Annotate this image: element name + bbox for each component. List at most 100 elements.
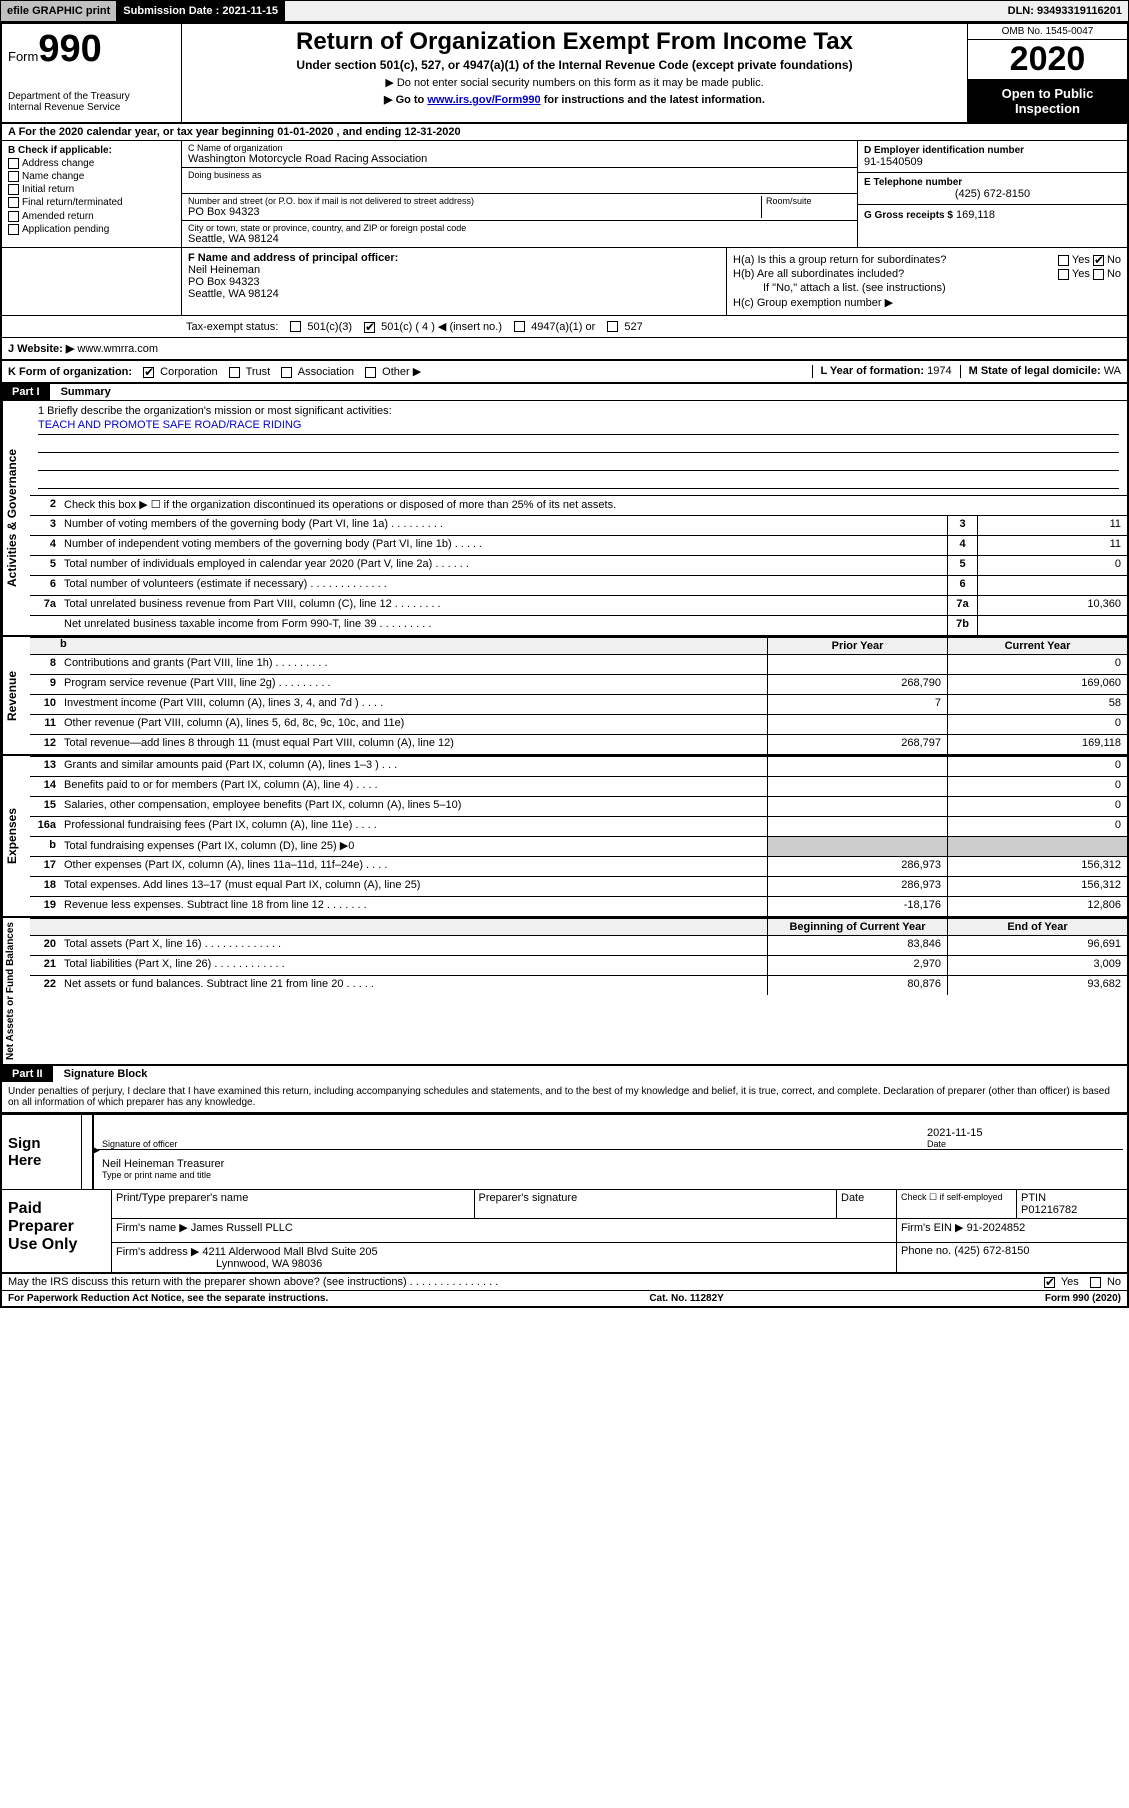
- activities-governance-block: Activities & Governance 1 Briefly descri…: [2, 401, 1127, 635]
- cb-initial-return[interactable]: Initial return: [8, 184, 175, 195]
- financial-line: 19Revenue less expenses. Subtract line 1…: [30, 896, 1127, 916]
- principal-officer: F Name and address of principal officer:…: [182, 248, 727, 315]
- begin-end-header: Beginning of Current Year End of Year: [30, 918, 1127, 935]
- gross-receipts-cell: G Gross receipts $ 169,118: [858, 205, 1127, 237]
- sig-officer-cell: Signature of officer: [98, 1127, 923, 1149]
- financial-line: 9Program service revenue (Part VIII, lin…: [30, 674, 1127, 694]
- header-right-block: OMB No. 1545-0047 2020 Open to Public In…: [967, 24, 1127, 122]
- form-number: 990: [38, 28, 101, 70]
- mission-text: TEACH AND PROMOTE SAFE ROAD/RACE RIDING: [38, 419, 1119, 435]
- form-subtitle: Under section 501(c), 527, or 4947(a)(1)…: [190, 58, 959, 72]
- side-label-expenses: Expenses: [2, 756, 30, 916]
- form-header: Form990 Department of the Treasury Inter…: [2, 24, 1127, 124]
- org-city: Seattle, WA 98124: [188, 233, 851, 245]
- financial-line: 13Grants and similar amounts paid (Part …: [30, 756, 1127, 776]
- officer-name: Neil Heineman: [188, 264, 260, 276]
- financial-line: 20Total assets (Part X, line 16) . . . .…: [30, 935, 1127, 955]
- prior-current-header: b Prior Year Current Year: [30, 637, 1127, 654]
- sign-here-label: Sign Here: [2, 1115, 82, 1189]
- form-id-block: Form990 Department of the Treasury Inter…: [2, 24, 182, 122]
- side-label-governance: Activities & Governance: [2, 401, 30, 635]
- row-a-tax-year: A For the 2020 calendar year, or tax yea…: [2, 124, 1127, 141]
- phone-cell: E Telephone number (425) 672-8150: [858, 173, 1127, 205]
- website-row: J Website: ▶ www.wmrra.com: [2, 338, 1127, 361]
- part1-badge: Part I: [2, 384, 50, 400]
- financial-line: 14Benefits paid to or for members (Part …: [30, 776, 1127, 796]
- officer-name-title-cell: Neil Heineman Treasurer Type or print na…: [98, 1158, 1123, 1180]
- ein-cell: D Employer identification number 91-1540…: [858, 141, 1127, 173]
- mission-area: 1 Briefly describe the organization's mi…: [30, 401, 1127, 495]
- dba-cell: Doing business as: [182, 168, 857, 194]
- cb-501c[interactable]: 501(c) ( 4 ) ◀ (insert no.): [364, 320, 502, 333]
- side-label-revenue: Revenue: [2, 637, 30, 754]
- part1-header-row: Part I Summary: [2, 384, 1127, 401]
- submission-date-label: Submission Date :: [123, 5, 219, 17]
- dept-label: Department of the Treasury Internal Reve…: [8, 91, 175, 113]
- col-b-checkboxes: B Check if applicable: Address change Na…: [2, 141, 182, 247]
- cat-number: Cat. No. 11282Y: [649, 1293, 723, 1304]
- financial-line: 16aProfessional fundraising fees (Part I…: [30, 816, 1127, 836]
- part1-title: Summary: [53, 384, 119, 400]
- paperwork-notice: For Paperwork Reduction Act Notice, see …: [8, 1293, 328, 1304]
- state-domicile: WA: [1104, 365, 1121, 377]
- expenses-block: Expenses 13Grants and similar amounts pa…: [2, 754, 1127, 916]
- sign-here-block: Sign Here Signature of officer 2021-11-1…: [2, 1113, 1127, 1190]
- summary-line: 3Number of voting members of the governi…: [30, 515, 1127, 535]
- cb-discuss-yes[interactable]: [1044, 1277, 1055, 1288]
- financial-line: 12Total revenue—add lines 8 through 11 (…: [30, 734, 1127, 754]
- form-title-block: Return of Organization Exempt From Incom…: [182, 24, 967, 122]
- sig-date-cell: 2021-11-15 Date: [923, 1127, 1123, 1149]
- org-address: PO Box 94323: [188, 206, 761, 218]
- financial-line: 8Contributions and grants (Part VIII, li…: [30, 654, 1127, 674]
- part2-badge: Part II: [2, 1066, 53, 1082]
- irs-link[interactable]: www.irs.gov/Form990: [427, 94, 540, 106]
- firm-name: James Russell PLLC: [191, 1222, 293, 1234]
- side-label-net-assets: Net Assets or Fund Balances: [2, 918, 30, 1064]
- addr-cell: Number and street (or P.O. box if mail i…: [182, 194, 857, 221]
- summary-line: 5Total number of individuals employed in…: [30, 555, 1127, 575]
- phone-value: (425) 672-8150: [864, 188, 1121, 200]
- section-h: H(a) Is this a group return for subordin…: [727, 248, 1127, 315]
- year-formation: 1974: [927, 365, 951, 377]
- website-value: www.wmrra.com: [77, 343, 158, 355]
- form-footer: For Paperwork Reduction Act Notice, see …: [2, 1291, 1127, 1306]
- cb-application-pending[interactable]: Application pending: [8, 224, 175, 235]
- form-note1: ▶ Do not enter social security numbers o…: [190, 76, 959, 89]
- top-toolbar: efile GRAPHIC print Submission Date : 20…: [0, 0, 1129, 22]
- col-c-org-info: C Name of organization Washington Motorc…: [182, 141, 857, 247]
- cb-amended-return[interactable]: Amended return: [8, 211, 175, 222]
- paid-preparer-block: Paid Preparer Use Only Print/Type prepar…: [2, 1190, 1127, 1274]
- cb-discuss-no[interactable]: [1090, 1277, 1101, 1288]
- net-assets-block: Net Assets or Fund Balances Beginning of…: [2, 916, 1127, 1066]
- financial-line: 11Other revenue (Part VIII, column (A), …: [30, 714, 1127, 734]
- cb-address-change[interactable]: Address change: [8, 158, 175, 169]
- tax-year: 2020: [968, 40, 1127, 80]
- cb-527[interactable]: 527: [607, 321, 642, 333]
- financial-line: 17Other expenses (Part IX, column (A), l…: [30, 856, 1127, 876]
- cb-501c3[interactable]: 501(c)(3): [290, 321, 352, 333]
- irs-discuss-row: May the IRS discuss this return with the…: [2, 1274, 1127, 1291]
- ein-value: 91-1540509: [864, 156, 1121, 168]
- submission-date-value: 2021-11-15: [222, 5, 278, 17]
- form-container: Form990 Department of the Treasury Inter…: [0, 22, 1129, 1308]
- firm-ein: 91-2024852: [967, 1222, 1026, 1234]
- dln-field: DLN: 93493319116201: [1002, 1, 1128, 21]
- cb-4947[interactable]: 4947(a)(1) or: [514, 321, 595, 333]
- section-f-h: F Name and address of principal officer:…: [2, 248, 1127, 316]
- cb-name-change[interactable]: Name change: [8, 171, 175, 182]
- ptin-value: P01216782: [1021, 1204, 1123, 1216]
- firm-phone: (425) 672-8150: [954, 1245, 1029, 1257]
- gross-receipts-value: 169,118: [956, 209, 995, 221]
- city-cell: City or town, state or province, country…: [182, 221, 857, 247]
- financial-line: 18Total expenses. Add lines 13–17 (must …: [30, 876, 1127, 896]
- firm-addr1: 4211 Alderwood Mall Blvd Suite 205: [202, 1246, 377, 1258]
- col-d-identifiers: D Employer identification number 91-1540…: [857, 141, 1127, 247]
- summary-line: Net unrelated business taxable income fr…: [30, 615, 1127, 635]
- efile-graphic-button[interactable]: efile GRAPHIC print: [1, 1, 117, 21]
- summary-line: 4Number of independent voting members of…: [30, 535, 1127, 555]
- submission-date-cell: Submission Date : 2021-11-15: [117, 1, 285, 21]
- part2-header-row: Part II Signature Block: [2, 1066, 1127, 1082]
- financial-line: 15Salaries, other compensation, employee…: [30, 796, 1127, 816]
- form-prefix: Form: [8, 49, 38, 64]
- cb-final-return[interactable]: Final return/terminated: [8, 197, 175, 208]
